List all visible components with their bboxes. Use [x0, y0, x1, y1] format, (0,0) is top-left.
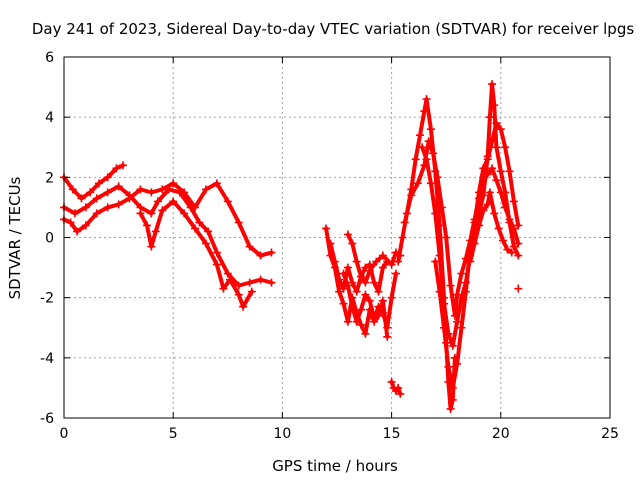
x-tick-label: 10	[273, 426, 291, 442]
marker-trace	[345, 232, 403, 285]
series-track-d	[136, 197, 256, 311]
marker-trace	[62, 163, 125, 201]
y-tick-label: 4	[45, 110, 54, 126]
marker-trace	[62, 181, 274, 258]
series-track-i	[387, 377, 405, 398]
x-tick-label: 0	[60, 426, 69, 442]
x-tick-label: 20	[492, 426, 510, 442]
x-axis-label: GPS time / hours	[272, 457, 398, 475]
marker-trace	[433, 82, 521, 390]
marker-trace	[468, 190, 514, 264]
marker-trace	[138, 199, 254, 309]
series-track-h	[343, 230, 405, 287]
series-track-f	[326, 239, 392, 296]
series-track-m	[431, 80, 523, 392]
plus-markers	[514, 284, 523, 293]
series-track-g	[339, 269, 400, 332]
series-track-n	[466, 188, 516, 266]
y-axis-label: SDTVAR / TECUs	[6, 176, 24, 299]
marker-trace	[389, 379, 403, 396]
y-tick-label: -4	[40, 351, 54, 367]
data-points	[60, 80, 523, 413]
x-tick-label: 25	[601, 426, 619, 442]
marker-trace	[341, 271, 398, 330]
y-tick-label: 2	[45, 170, 54, 186]
marker-trace	[62, 184, 274, 288]
series-outlier	[514, 284, 523, 293]
series-track-b	[60, 182, 276, 290]
chart-title: Day 241 of 2023, Sidereal Day-to-day VTE…	[32, 20, 635, 38]
marker-trace	[328, 241, 390, 294]
y-tick-label: -2	[40, 291, 54, 307]
y-tick-label: -6	[40, 411, 54, 427]
y-tick-label: 6	[45, 50, 54, 66]
y-tick-label: 0	[45, 231, 54, 247]
x-tick-label: 15	[383, 426, 401, 442]
axis-ticks: 0 5 10 15 20 25 -6 -4 -2 0 2 4 6	[40, 50, 619, 442]
x-tick-label: 5	[169, 426, 178, 442]
marker-trace	[402, 139, 521, 318]
